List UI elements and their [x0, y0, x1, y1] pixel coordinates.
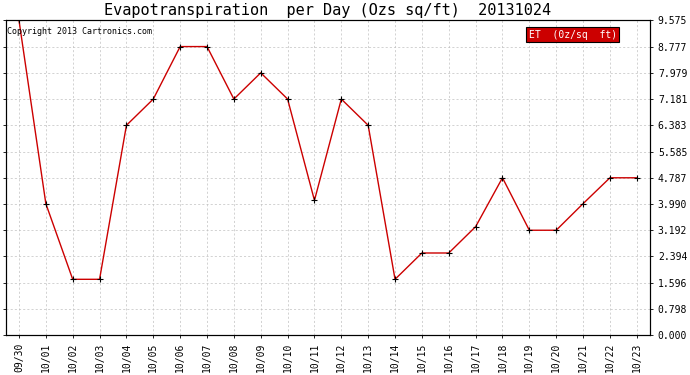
Text: ET  (0z/sq  ft): ET (0z/sq ft): [529, 30, 617, 40]
Title: Evapotranspiration  per Day (Ozs sq/ft)  20131024: Evapotranspiration per Day (Ozs sq/ft) 2…: [104, 3, 551, 18]
Text: Copyright 2013 Cartronics.com: Copyright 2013 Cartronics.com: [7, 27, 152, 36]
